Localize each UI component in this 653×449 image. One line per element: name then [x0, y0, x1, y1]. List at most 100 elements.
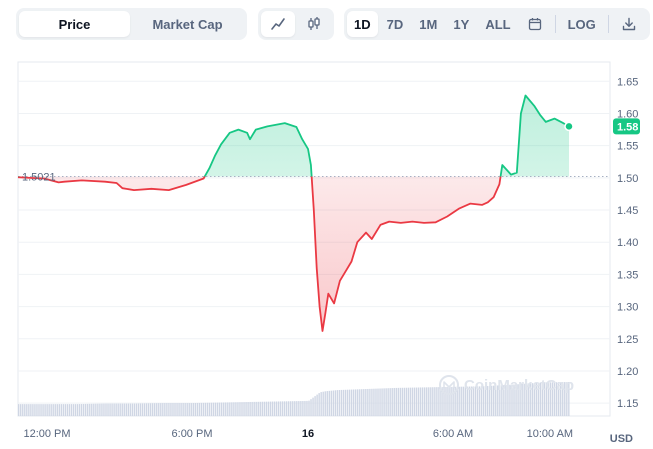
- range-1d-button[interactable]: 1D: [347, 11, 378, 37]
- volume-bar: [66, 404, 69, 416]
- volume-bar: [436, 387, 438, 416]
- volume-bar: [381, 388, 383, 416]
- data-type-toggle: Price Market Cap: [16, 8, 247, 40]
- volume-bar: [74, 404, 77, 416]
- log-scale-button[interactable]: LOG: [567, 16, 596, 32]
- y-tick-label: 1.55: [617, 141, 638, 153]
- volume-bar: [279, 401, 282, 416]
- volume-bar: [541, 382, 544, 416]
- volume-bar: [42, 404, 44, 416]
- volume-bar: [212, 402, 215, 416]
- volume-bar: [419, 387, 422, 416]
- volume-bar: [555, 382, 558, 416]
- volume-bar: [135, 403, 138, 416]
- volume-bar: [131, 403, 134, 416]
- volume-bar: [44, 404, 46, 416]
- price-line-down: [17, 176, 502, 332]
- volume-bar: [438, 387, 440, 416]
- volume-bar: [472, 386, 475, 416]
- volume-bar: [52, 404, 54, 416]
- volume-bar: [208, 402, 211, 416]
- range-1m-button[interactable]: 1M: [419, 16, 438, 32]
- volume-bar: [277, 401, 280, 416]
- volume-bar: [330, 390, 333, 416]
- volume-bar: [328, 390, 330, 416]
- volume-bar: [68, 404, 71, 416]
- price-chart[interactable]: CoinMarketCap 1.5021 1.65 1.60 1.55 1.50 1.4…: [0, 48, 653, 449]
- current-price-dot[interactable]: [564, 121, 574, 132]
- volume-bar: [549, 382, 552, 416]
- volume-bar: [367, 388, 369, 416]
- volume-bar: [352, 389, 355, 416]
- volume-bar: [302, 400, 304, 416]
- volume-bar: [407, 387, 410, 416]
- volume-bar: [166, 403, 168, 416]
- volume-bar: [505, 385, 507, 416]
- candlestick-chart-button[interactable]: [297, 11, 331, 37]
- volume-bar: [202, 402, 205, 416]
- y-tick-label: 1.40: [617, 237, 638, 249]
- date-picker-button[interactable]: [520, 11, 550, 37]
- x-tick-label: 12:00 PM: [23, 428, 70, 440]
- volume-bar: [223, 402, 225, 416]
- price-line-up: [18, 94, 570, 177]
- volume-bar: [115, 403, 117, 416]
- volume-bar: [76, 404, 79, 416]
- volume-bar: [227, 402, 229, 416]
- volume-bar: [298, 401, 300, 416]
- volume-bar: [28, 404, 30, 416]
- volume-bar: [95, 403, 97, 416]
- volume-bar: [283, 401, 286, 416]
- volume-bar: [275, 401, 278, 416]
- volume-bar: [348, 389, 351, 416]
- volume-bar: [139, 403, 142, 416]
- market-cap-tab[interactable]: Market Cap: [152, 16, 223, 32]
- volume-bar: [464, 386, 466, 416]
- volume-bar: [553, 382, 556, 416]
- volume-bar: [387, 388, 389, 416]
- volume-bar: [263, 401, 266, 416]
- volume-bar: [308, 400, 310, 416]
- volume-bar: [111, 403, 113, 416]
- volume-bar: [391, 388, 393, 416]
- volume-bar: [296, 401, 298, 416]
- volume-bar: [267, 401, 270, 416]
- coinmarketcap-logo-icon: [439, 375, 459, 395]
- range-all-button[interactable]: ALL: [485, 16, 511, 32]
- volume-bar: [476, 386, 479, 416]
- volume-bar: [413, 387, 416, 416]
- volume-bar: [147, 403, 150, 416]
- volume-bar: [539, 382, 542, 416]
- y-tick-label: 1.20: [617, 366, 638, 378]
- volume-bar: [497, 385, 499, 416]
- volume-bar: [243, 402, 245, 416]
- volume-bar: [194, 402, 197, 416]
- volume-bar: [103, 403, 105, 416]
- range-1y-button[interactable]: 1Y: [453, 16, 470, 32]
- volume-bar: [304, 400, 306, 416]
- download-button[interactable]: [614, 11, 644, 37]
- volume-bar: [123, 403, 125, 416]
- volume-bar: [285, 401, 288, 416]
- volume-bar: [359, 389, 361, 416]
- line-chart-button[interactable]: [261, 11, 295, 37]
- volume-bar: [93, 403, 95, 416]
- current-price-badge-bg: [613, 118, 640, 135]
- volume-bar: [26, 404, 28, 416]
- volume-bar: [484, 386, 487, 416]
- volume-bar: [300, 401, 302, 416]
- volume-bar: [164, 403, 166, 416]
- volume-bar: [442, 387, 444, 416]
- price-tab[interactable]: Price: [19, 11, 130, 37]
- volume-bar: [495, 385, 497, 416]
- volume-bar: [454, 386, 456, 416]
- toolbar-divider: [554, 15, 556, 33]
- volume-bar: [458, 386, 460, 416]
- range-7d-button[interactable]: 7D: [386, 16, 404, 32]
- watermark: CoinMarketCap: [439, 375, 574, 395]
- volume-bar: [290, 401, 292, 416]
- volume-bar: [562, 382, 564, 416]
- volume-bar: [129, 403, 132, 416]
- volume-bar: [361, 389, 363, 416]
- volume-bar: [255, 401, 257, 416]
